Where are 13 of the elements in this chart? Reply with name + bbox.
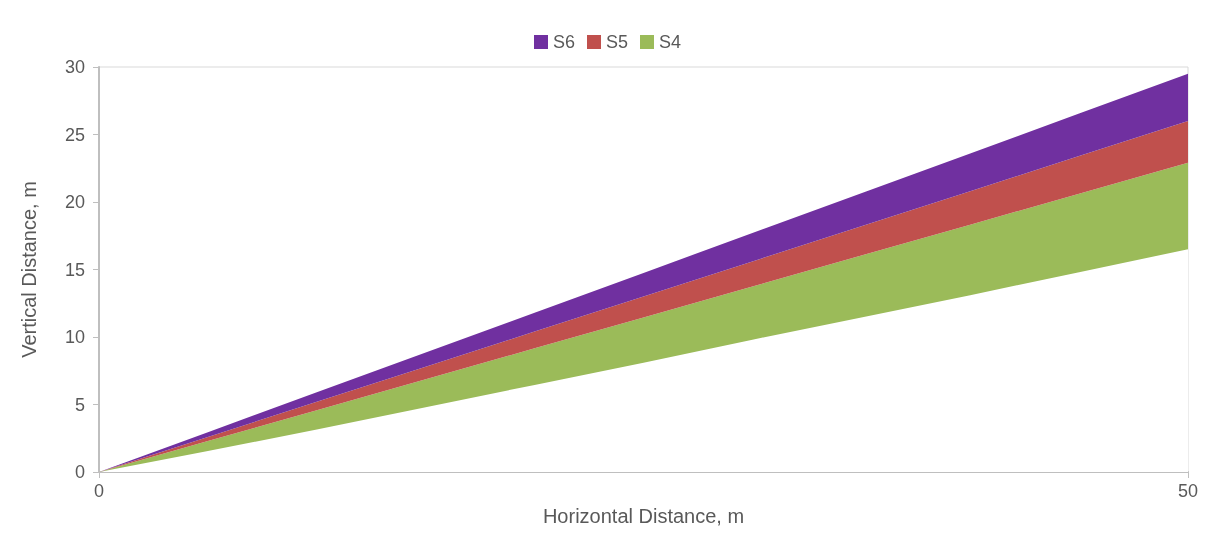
y-tick-label: 0	[74, 462, 85, 482]
y-axis-title: Vertical Distance, m	[18, 181, 40, 358]
y-tick-label: 5	[74, 394, 85, 415]
y-tick-label: 20	[64, 192, 85, 212]
y-tick-label: 15	[64, 259, 85, 280]
y-tick-label: 25	[64, 124, 85, 145]
x-axis-title: Horizontal Distance, m	[542, 505, 745, 527]
legend-label: S4	[659, 32, 682, 52]
x-tick-label: 50	[1177, 481, 1199, 501]
legend-label: S5	[605, 32, 629, 52]
legend-label: S6	[552, 32, 576, 52]
y-tick-label: 30	[64, 57, 85, 77]
y-tick-label: 10	[64, 327, 85, 347]
